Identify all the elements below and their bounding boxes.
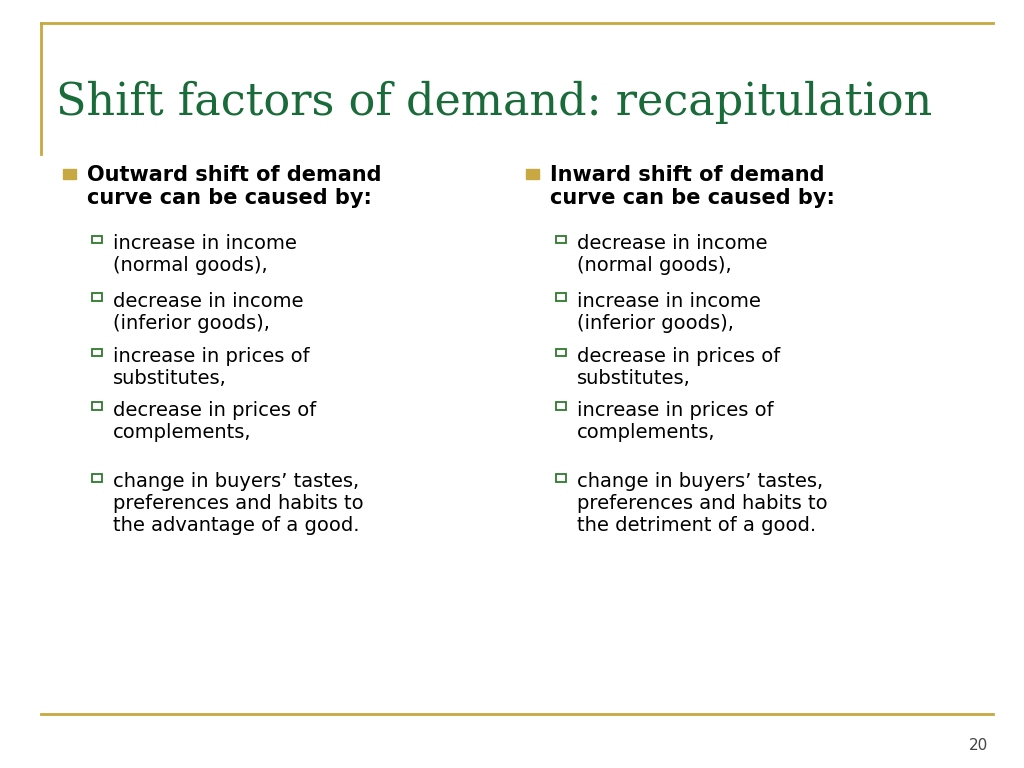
Bar [556, 349, 566, 356]
Text: increase in prices of
complements,: increase in prices of complements, [577, 401, 773, 442]
Text: increase in prices of
substitutes,: increase in prices of substitutes, [113, 347, 309, 388]
Bar [556, 402, 566, 410]
Bar [92, 349, 102, 356]
Bar [526, 169, 540, 180]
Text: decrease in income
(inferior goods),: decrease in income (inferior goods), [113, 292, 303, 333]
Text: change in buyers’ tastes,
preferences and habits to
the advantage of a good.: change in buyers’ tastes, preferences an… [113, 472, 364, 535]
Bar [556, 236, 566, 243]
Bar [92, 236, 102, 243]
Text: decrease in prices of
substitutes,: decrease in prices of substitutes, [577, 347, 779, 388]
Text: Shift factors of demand: recapitulation: Shift factors of demand: recapitulation [56, 81, 933, 124]
Text: decrease in income
(normal goods),: decrease in income (normal goods), [577, 234, 767, 275]
Text: 20: 20 [969, 737, 988, 753]
Text: decrease in prices of
complements,: decrease in prices of complements, [113, 401, 315, 442]
Bar [92, 293, 102, 301]
Bar [556, 474, 566, 482]
Text: change in buyers’ tastes,
preferences and habits to
the detriment of a good.: change in buyers’ tastes, preferences an… [577, 472, 827, 535]
Text: increase in income
(normal goods),: increase in income (normal goods), [113, 234, 297, 275]
Text: increase in income
(inferior goods),: increase in income (inferior goods), [577, 292, 761, 333]
Text: Inward shift of demand
curve can be caused by:: Inward shift of demand curve can be caus… [550, 165, 835, 208]
Text: Outward shift of demand
curve can be caused by:: Outward shift of demand curve can be cau… [87, 165, 382, 208]
Bar [63, 169, 77, 180]
Bar [556, 293, 566, 301]
Bar [92, 402, 102, 410]
Bar [92, 474, 102, 482]
